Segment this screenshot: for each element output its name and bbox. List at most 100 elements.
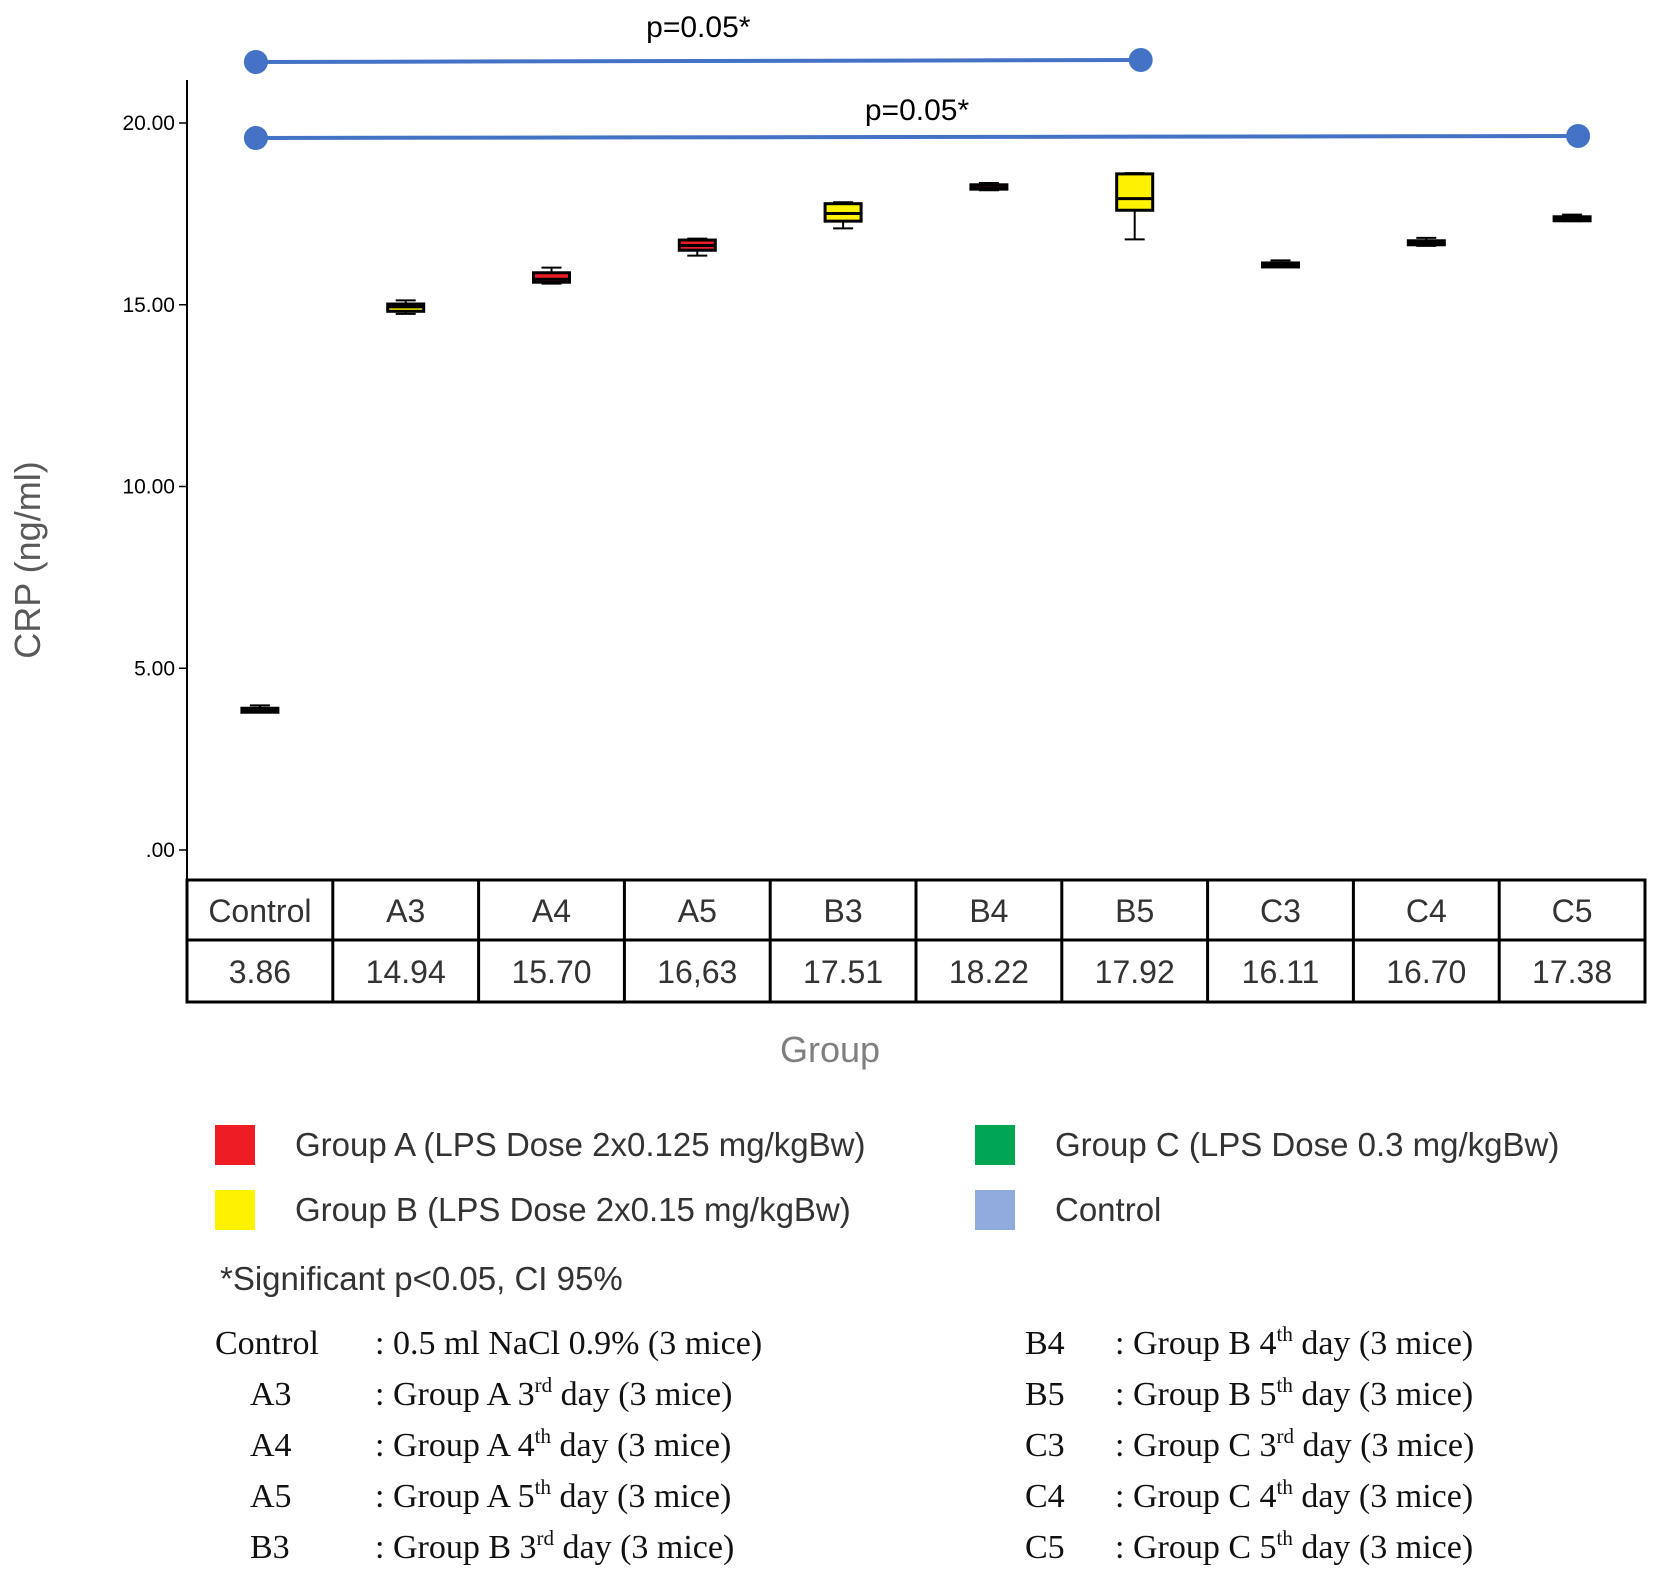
significance-note: *Significant p<0.05, CI 95% <box>220 1260 623 1297</box>
definition-text-main: : Group C 5 <box>1115 1529 1277 1566</box>
definition-code: A5 <box>250 1478 292 1515</box>
definition-text-main: : Group B 3 <box>375 1529 537 1566</box>
category-label: A3 <box>386 893 425 929</box>
y-tick-label: 20.00 <box>122 112 175 135</box>
comparison-endpoint <box>1566 124 1591 148</box>
definition-text-main: : Group A 3 <box>375 1376 535 1413</box>
definition-text: : 0.5 ml NaCl 0.9% (3 mice) <box>375 1325 763 1362</box>
legend: Group A (LPS Dose 2x0.125 mg/kgBw) Group… <box>205 1115 1585 1265</box>
category-label: B5 <box>1115 893 1154 929</box>
definition-text: : Group C 3rd day (3 mice) <box>1115 1426 1474 1465</box>
definition-code: B5 <box>1025 1376 1065 1413</box>
comparison-endpoint <box>243 50 268 74</box>
value-label: 15.70 <box>511 954 591 990</box>
y-tick-label: 15.00 <box>122 294 175 317</box>
definition-row: A3 : Group A 3rd day (3 mice) <box>215 1373 855 1427</box>
crp-box-plot: p=0.05* p=0.05* .00 5.00 10.00 15.00 20.00 Co… <box>7 11 1647 1070</box>
definition-row: B5 : Group B 5th day (3 mice) <box>1025 1373 1625 1427</box>
definition-text-main: : Group A 5 <box>375 1478 535 1515</box>
y-tick-label: 5.00 <box>134 657 175 680</box>
definition-row: C4 : Group C 4th day (3 mice) <box>1025 1475 1625 1529</box>
definition-text-tail: day (3 mice) <box>1292 1376 1474 1413</box>
definition-row: A5 : Group A 5th day (3 mice) <box>215 1475 855 1529</box>
box-plot-c5 <box>1552 213 1592 223</box>
definition-ordinal: th <box>1276 1526 1293 1550</box>
value-label: 3.86 <box>229 954 291 990</box>
definition-code: A4 <box>250 1427 292 1464</box>
definition-text-main: : Group C 3 <box>1115 1427 1277 1464</box>
definition-text: : Group B 5th day (3 mice) <box>1115 1373 1474 1414</box>
value-label: 17.92 <box>1095 954 1175 990</box>
definition-code: C5 <box>1025 1529 1065 1566</box>
value-label: 14.94 <box>366 954 446 990</box>
definitions-right: B4 : Group B 4th day (3 mice) B5 : Group… <box>1025 1324 1625 1580</box>
box-plot-b3 <box>823 201 863 230</box>
value-label: 16.70 <box>1386 954 1466 990</box>
definition-text: : Group C 5th day (3 mice) <box>1115 1526 1473 1567</box>
y-tick-label: 10.00 <box>122 476 175 499</box>
box-plot-b4 <box>969 181 1009 192</box>
definition-text: : Group A 3rd day (3 mice) <box>375 1373 733 1414</box>
value-label: 17.38 <box>1532 954 1612 990</box>
definition-ordinal: th <box>534 1424 551 1448</box>
definition-text-main: : Group C 4 <box>1115 1478 1277 1515</box>
definition-row: B3 : Group B 3rd day (3 mice) <box>215 1526 855 1580</box>
x-axis-title: Group <box>780 1029 880 1070</box>
definition-text: : Group B 4th day (3 mice) <box>1115 1324 1473 1363</box>
comparison-endpoint <box>1128 48 1153 72</box>
legend-item-control: Control <box>975 1190 1161 1230</box>
category-label: A5 <box>678 893 717 929</box>
definition-row: B4 : Group B 4th day (3 mice) <box>1025 1324 1625 1376</box>
definition-text-main: : Group A 4 <box>375 1427 535 1464</box>
definition-text: : Group C 4th day (3 mice) <box>1115 1475 1474 1516</box>
category-label: B4 <box>969 893 1008 929</box>
definition-text: : Group A 4th day (3 mice) <box>375 1424 732 1465</box>
category-label: C5 <box>1552 893 1593 929</box>
legend-label-group-a: Group A (LPS Dose 2x0.125 mg/kgBw) <box>295 1126 866 1163</box>
legend-item-group-b: Group B (LPS Dose 2x0.15 mg/kgBw) <box>215 1190 851 1230</box>
y-axis-title: CRP (ng/ml) <box>7 461 48 658</box>
category-label: A4 <box>532 893 571 929</box>
comparison-endpoint <box>243 126 268 150</box>
definition-code: C3 <box>1025 1427 1065 1464</box>
value-label: 16.11 <box>1242 954 1320 990</box>
definition-ordinal: rd <box>536 1526 555 1550</box>
definition-text-tail: day (3 mice) <box>554 1529 735 1566</box>
box-plot-control <box>240 704 280 714</box>
comparison-label: p=0.05* <box>865 94 970 127</box>
definition-code: Control <box>215 1325 319 1362</box>
comparison-line <box>255 58 1141 64</box>
definition-code: A3 <box>250 1376 292 1413</box>
definition-row: A4 : Group A 4th day (3 mice) <box>215 1424 855 1478</box>
box-plot-c4 <box>1406 236 1446 247</box>
legend-item-group-c: Group C (LPS Dose 0.3 mg/kgBw) <box>975 1125 1559 1165</box>
definition-text-tail: day (3 mice) <box>552 1376 733 1413</box>
definition-ordinal: th <box>1276 1475 1293 1499</box>
definitions-left: Control : 0.5 ml NaCl 0.9% (3 mice) A3 :… <box>215 1325 855 1580</box>
category-label: C3 <box>1260 893 1301 929</box>
box-plot-c3 <box>1261 259 1300 269</box>
definition-row: C5 : Group C 5th day (3 mice) <box>1025 1526 1625 1580</box>
legend-label-group-c: Group C (LPS Dose 0.3 mg/kgBw) <box>1055 1126 1560 1163</box>
category-label: C4 <box>1406 893 1447 929</box>
definition-text: : Group A 5th day (3 mice) <box>375 1475 731 1516</box>
definition-text: : Group B 3rd day (3 mice) <box>375 1526 735 1567</box>
category-label: Control <box>208 893 311 929</box>
comparison-label: p=0.05* <box>646 11 751 44</box>
box-plot-a4 <box>532 266 571 285</box>
value-label: 18.22 <box>949 954 1029 990</box>
definition-row: Control : 0.5 ml NaCl 0.9% (3 mice) <box>215 1325 855 1376</box>
definition-ordinal: th <box>1276 1373 1293 1397</box>
definition-ordinal: rd <box>534 1373 553 1397</box>
legend-label-group-b: Group B (LPS Dose 2x0.15 mg/kgBw) <box>295 1191 851 1228</box>
legend-swatch-control <box>975 1190 1015 1230</box>
definition-text-tail: day (3 mice) <box>1292 1478 1474 1515</box>
definition-row: C3 : Group C 3rd day (3 mice) <box>1025 1426 1625 1478</box>
definition-ordinal: th <box>534 1475 551 1499</box>
value-label: 17.51 <box>803 954 883 990</box>
definition-text-tail: day (3 mice) <box>550 1427 732 1464</box>
category-label: B3 <box>824 893 863 929</box>
box-plot-a5 <box>677 237 717 257</box>
y-tick-label: .00 <box>146 839 175 862</box>
